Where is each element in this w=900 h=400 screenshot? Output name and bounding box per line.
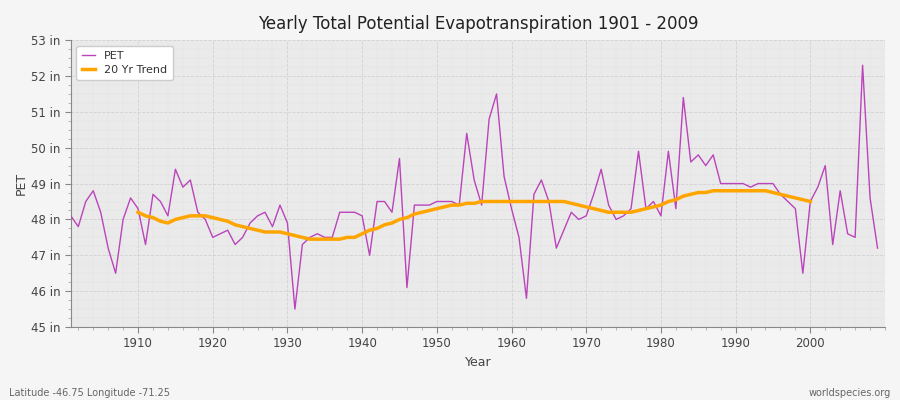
20 Yr Trend: [797, 197, 808, 202]
Y-axis label: PET: PET: [15, 172, 28, 195]
PET: [297, 242, 308, 247]
20 Yr Trend: [805, 199, 815, 204]
20 Yr Trend: [290, 233, 301, 238]
20 Yr Trend: [716, 188, 726, 193]
PET: [506, 206, 517, 211]
X-axis label: Year: Year: [464, 356, 491, 369]
PET: [342, 210, 353, 215]
PET: [603, 203, 614, 208]
20 Yr Trend: [707, 188, 718, 193]
PET: [857, 63, 868, 68]
PET: [125, 196, 136, 200]
PET: [66, 214, 77, 218]
Line: PET: PET: [71, 65, 878, 309]
Title: Yearly Total Potential Evapotranspiration 1901 - 2009: Yearly Total Potential Evapotranspiratio…: [257, 15, 698, 33]
Text: Latitude -46.75 Longitude -71.25: Latitude -46.75 Longitude -71.25: [9, 388, 170, 398]
Text: worldspecies.org: worldspecies.org: [809, 388, 891, 398]
20 Yr Trend: [304, 237, 315, 242]
PET: [290, 307, 301, 312]
20 Yr Trend: [215, 217, 226, 222]
PET: [872, 246, 883, 250]
20 Yr Trend: [312, 237, 323, 242]
Legend: PET, 20 Yr Trend: PET, 20 Yr Trend: [76, 46, 173, 80]
20 Yr Trend: [132, 210, 143, 215]
Line: 20 Yr Trend: 20 Yr Trend: [138, 191, 810, 239]
PET: [514, 235, 525, 240]
20 Yr Trend: [528, 199, 539, 204]
